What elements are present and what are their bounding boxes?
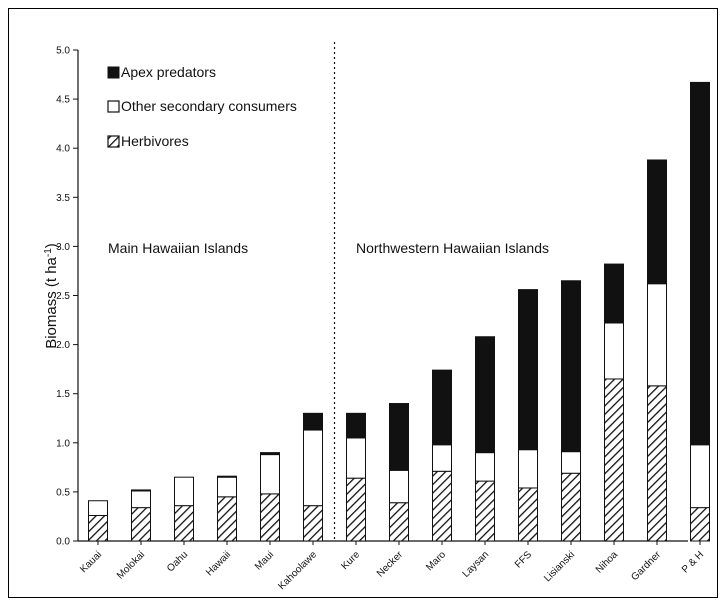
bar-segment-apex-predators [647, 159, 667, 285]
y-tick-label: 3.0 [56, 242, 70, 253]
bar-segment-other-secondary-consumers [346, 437, 366, 479]
x-tick-label: Gardner [629, 549, 663, 583]
bar-segment-other-secondary-consumers [260, 454, 280, 495]
svg-text:Biomass (t ha-1): Biomass (t ha-1) [43, 243, 61, 349]
axes [77, 50, 688, 542]
x-tick-label: Molokai [115, 549, 147, 581]
y-ticks: 0.0 0.5 1.0 1.5 2.0 2.5 3.0 3.5 4.0 4.5 5.0 [56, 46, 78, 548]
y-axis-title-superscript: -1 [43, 248, 54, 257]
x-tick-label: Necker [375, 549, 406, 580]
bar-segment-other-secondary-consumers [303, 429, 323, 507]
y-tick-label: 4.5 [56, 95, 70, 106]
bars [88, 81, 710, 545]
bar-segment-other-secondary-consumers [475, 452, 495, 482]
bar-segment-other-secondary-consumers [88, 500, 108, 516]
y-tick-label: 4.0 [56, 144, 70, 155]
x-tick-label: Kahoolawe [276, 549, 319, 592]
bar-segment-other-secondary-consumers [131, 490, 151, 509]
bar-segment-apex-predators [303, 412, 323, 431]
bar-segment-herbivores [561, 472, 581, 542]
bar-segment-herbivores [174, 505, 194, 542]
bar-segment-herbivores [475, 480, 495, 542]
bar-segment-other-secondary-consumers [604, 322, 624, 380]
bar-segment-other-secondary-consumers [690, 444, 710, 509]
bar-segment-herbivores [604, 378, 624, 542]
legend-label-herbivores: Herbivores [121, 133, 189, 149]
bar-segment-other-secondary-consumers [432, 444, 452, 472]
bar-segment-herbivores [690, 507, 710, 542]
bar-segment-herbivores [88, 514, 108, 542]
northwestern-islands-label: Northwestern Hawaiian Islands [356, 240, 549, 256]
bar-segment-apex-predators [604, 263, 624, 324]
bar-segment-apex-predators [518, 289, 538, 451]
x-tick-label: Laysan [461, 549, 492, 580]
legend-label-apex: Apex predators [121, 64, 216, 80]
bar-segment-apex-predators [260, 452, 280, 456]
x-tick-label: Kure [339, 549, 362, 572]
x-tick-label: Oahu [165, 549, 190, 574]
bar-segment-apex-predators [432, 369, 452, 446]
y-tick-label: 1.5 [56, 389, 70, 400]
legend: Apex predators Other secondary consumers… [107, 64, 297, 149]
bar-segment-other-secondary-consumers [174, 476, 194, 507]
x-tick-label: Kauai [78, 549, 104, 575]
x-tick-label: Maui [253, 549, 276, 572]
y-tick-label: 2.5 [56, 291, 70, 302]
bar-segment-apex-predators [346, 412, 366, 439]
y-tick-label: 5.0 [56, 46, 70, 57]
y-tick-label: 0.5 [56, 487, 70, 498]
x-tick-label: Maro [424, 549, 448, 573]
main-islands-label: Main Hawaiian Islands [108, 240, 248, 256]
bar-segment-herbivores [131, 507, 151, 542]
y-axis-title-text: Biomass (t ha [43, 256, 60, 348]
y-tick-label: 2.0 [56, 340, 70, 351]
bar-segment-other-secondary-consumers [561, 451, 581, 474]
bar-segment-other-secondary-consumers [389, 469, 409, 504]
y-tick-label: 0.0 [56, 537, 70, 548]
x-tick-label: FFS [513, 549, 534, 570]
x-tick-label: P & H [680, 549, 706, 575]
bar-segment-other-secondary-consumers [518, 449, 538, 489]
bar-segment-herbivores [303, 505, 323, 542]
legend-swatch-herbivores [107, 135, 120, 148]
y-axis-title-close: ) [43, 243, 60, 248]
x-tick-label: Hawaii [204, 549, 233, 578]
bar-segment-apex-predators [389, 403, 409, 471]
bar-segment-herbivores [346, 477, 366, 542]
x-tick-label: Nihoa [594, 549, 621, 576]
bar-segment-herbivores [260, 493, 280, 542]
legend-swatch-secondary [107, 100, 120, 113]
bar-segment-apex-predators [561, 280, 581, 453]
bar-segment-herbivores [647, 385, 667, 542]
legend-swatch-apex [107, 66, 120, 79]
y-tick-label: 1.0 [56, 438, 70, 449]
bar-segment-herbivores [217, 496, 237, 542]
bar-segment-herbivores [518, 487, 538, 542]
x-tick-labels: Kauai Molokai Oahu Hawaii Maui Kahoolawe Kure N… [78, 549, 706, 592]
bar-segment-other-secondary-consumers [217, 476, 237, 498]
bar-segment-apex-predators [217, 475, 237, 478]
y-tick-label: 3.5 [56, 193, 70, 204]
x-tick-label: Lisianski [542, 549, 577, 584]
bar-segment-herbivores [389, 502, 409, 542]
legend-label-secondary: Other secondary consumers [121, 98, 297, 114]
bar-segment-other-secondary-consumers [647, 283, 667, 387]
bar-segment-apex-predators [690, 81, 710, 446]
bar-segment-herbivores [432, 470, 452, 542]
bar-segment-apex-predators [475, 336, 495, 454]
bar-segment-apex-predators [131, 489, 151, 492]
y-axis-title: Biomass (t ha-1) [43, 243, 61, 349]
